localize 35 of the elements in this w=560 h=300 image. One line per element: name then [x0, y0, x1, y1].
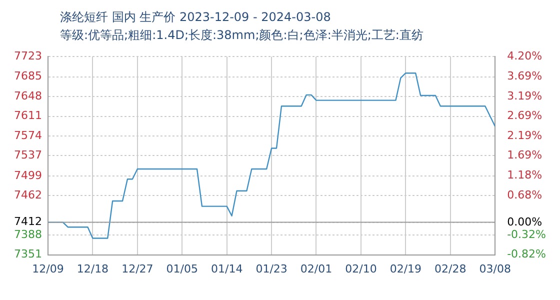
- y-tick-label: 7462: [14, 188, 42, 202]
- x-tick-label: 12/27: [122, 262, 154, 276]
- y2-tick-label: 1.69%: [507, 148, 542, 162]
- y-tick-label: 7388: [14, 228, 42, 241]
- y-tick-label: 7723: [14, 49, 42, 62]
- x-tick-label: 12/09: [32, 262, 64, 276]
- chart-subtitle: 等级:优等品;粗细:1.4D;长度:38mm;颜色:白;色泽:半消光;工艺:直纺: [59, 27, 424, 44]
- y-tick-label: 7351: [14, 248, 42, 261]
- y2-tick-label: 0.68%: [507, 188, 542, 202]
- y2-tick-label: 2.19%: [507, 128, 542, 142]
- x-tick-label: 02/01: [300, 262, 332, 276]
- y-tick-label: 7685: [14, 70, 42, 83]
- y2-tick-label: 3.69%: [507, 70, 542, 83]
- y-tick-label: 7611: [14, 109, 42, 122]
- y2-tick-label: 3.19%: [507, 89, 542, 102]
- x-tick-label: 03/08: [479, 262, 511, 276]
- y2-tick-label: 0.00%: [507, 215, 542, 228]
- y-tick-label: 7537: [14, 148, 42, 162]
- y2-tick-label: -0.32%: [507, 228, 546, 241]
- x-tick-label: 02/10: [345, 262, 377, 276]
- y-tick-label: 7412: [14, 215, 42, 228]
- y-tick-label: 7499: [14, 168, 42, 182]
- x-tick-label: 12/18: [76, 262, 109, 276]
- y-tick-label: 7648: [14, 89, 42, 102]
- x-tick-label: 02/19: [390, 262, 422, 276]
- y2-tick-label: -0.82%: [507, 248, 546, 261]
- chart-title: 涤纶短纤 国内 生产价 2023-12-09 - 2024-03-08: [59, 9, 332, 26]
- y2-tick-label: 1.18%: [507, 168, 542, 182]
- y-tick-label: 7574: [14, 128, 42, 142]
- x-tick-label: 01/14: [210, 262, 243, 276]
- y2-tick-label: 2.69%: [507, 109, 542, 122]
- x-tick-label: 02/28: [434, 262, 466, 276]
- x-tick-label: 01/05: [166, 262, 198, 276]
- y2-tick-label: 4.20%: [507, 49, 542, 62]
- x-tick-label: 01/23: [256, 262, 288, 276]
